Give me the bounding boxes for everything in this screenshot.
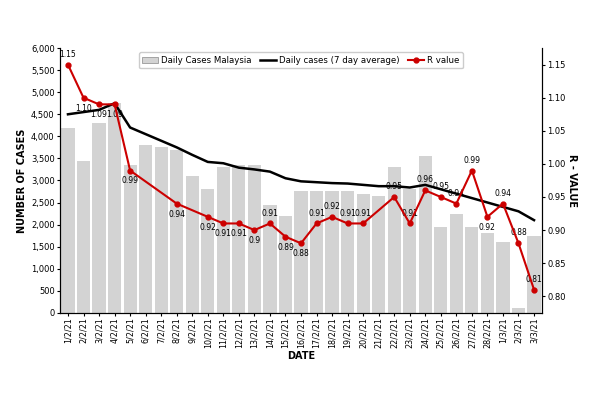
Text: 1.09: 1.09 <box>91 110 108 119</box>
Bar <box>185 176 199 313</box>
Y-axis label: R - VALUE: R - VALUE <box>567 154 577 207</box>
Bar <box>356 194 370 313</box>
Text: 0.95: 0.95 <box>386 182 403 191</box>
Text: 0.94: 0.94 <box>448 188 465 198</box>
Text: 1.15: 1.15 <box>60 50 76 59</box>
Bar <box>201 189 214 313</box>
Bar <box>61 128 75 313</box>
Legend: Daily Cases Malaysia, Daily cases (7 day average), R value: Daily Cases Malaysia, Daily cases (7 day… <box>139 53 463 68</box>
Bar <box>77 161 90 313</box>
Text: 0.99: 0.99 <box>464 156 480 164</box>
Bar <box>310 192 323 313</box>
Bar <box>108 103 121 313</box>
Text: 0.91: 0.91 <box>308 209 325 217</box>
Bar <box>93 123 105 313</box>
Bar <box>217 167 230 313</box>
Bar <box>388 167 401 313</box>
Text: 1.10: 1.10 <box>75 104 92 113</box>
Bar <box>294 192 308 313</box>
Text: 0.88: 0.88 <box>510 228 527 237</box>
Bar <box>139 145 152 313</box>
Bar <box>450 214 463 313</box>
Bar <box>123 165 137 313</box>
Text: 0.91: 0.91 <box>215 229 232 239</box>
Text: 0.99: 0.99 <box>122 176 138 186</box>
Text: 0.91: 0.91 <box>231 229 247 239</box>
Bar <box>418 156 432 313</box>
Bar <box>232 165 246 313</box>
Text: 0.91: 0.91 <box>261 209 278 217</box>
Bar <box>170 150 184 313</box>
Bar <box>403 189 417 313</box>
Bar <box>326 192 339 313</box>
Text: 1.09: 1.09 <box>106 110 123 119</box>
Bar <box>497 242 509 313</box>
Bar <box>512 308 525 313</box>
Bar <box>263 205 276 313</box>
Bar <box>248 165 261 313</box>
Text: 0.91: 0.91 <box>355 209 371 217</box>
Text: 0.91: 0.91 <box>339 209 356 217</box>
Bar <box>465 227 479 313</box>
Text: 0.94: 0.94 <box>168 210 185 219</box>
Bar <box>341 192 354 313</box>
Text: 0.9: 0.9 <box>249 236 261 245</box>
Text: 0.92: 0.92 <box>479 223 496 232</box>
Text: 0.81: 0.81 <box>526 275 542 284</box>
Text: 0.92: 0.92 <box>324 202 341 211</box>
Bar <box>481 233 494 313</box>
Text: 0.96: 0.96 <box>417 175 434 184</box>
Bar <box>279 216 292 313</box>
Text: 0.92: 0.92 <box>199 223 216 232</box>
Bar <box>527 236 541 313</box>
Bar <box>434 227 447 313</box>
X-axis label: DATE: DATE <box>287 351 315 361</box>
Bar <box>372 196 385 313</box>
Text: 0.88: 0.88 <box>293 249 309 258</box>
Text: 0.95: 0.95 <box>432 182 449 191</box>
Text: 0.94: 0.94 <box>494 188 512 198</box>
Text: 0.91: 0.91 <box>402 209 418 217</box>
Y-axis label: NUMBER OF CASES: NUMBER OF CASES <box>17 128 26 233</box>
Bar <box>155 148 168 313</box>
Text: 0.89: 0.89 <box>277 243 294 252</box>
